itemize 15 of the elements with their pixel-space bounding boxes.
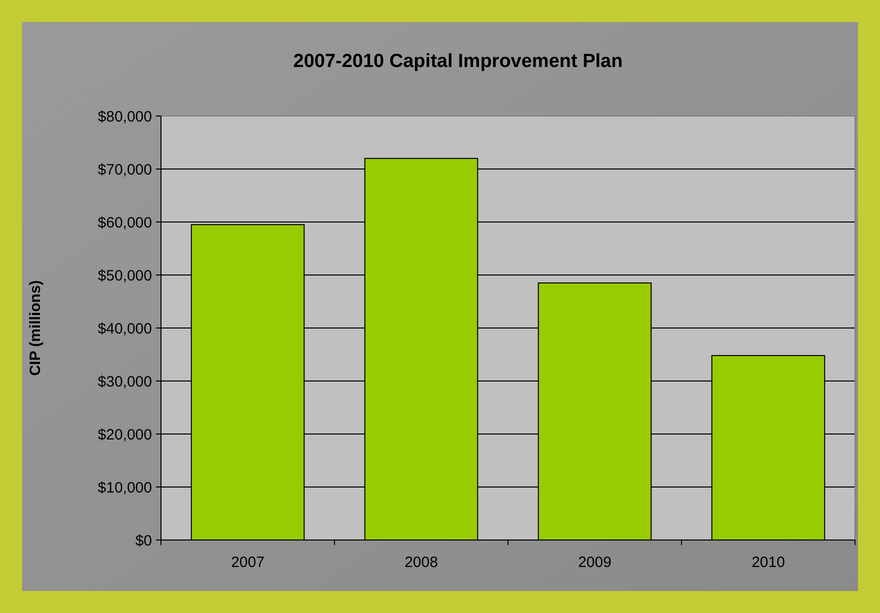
y-tick-label: $70,000	[98, 161, 152, 178]
y-tick-label: $60,000	[98, 214, 152, 232]
x-tick-label: 2009	[578, 554, 612, 571]
x-tick-label: 2007	[231, 554, 264, 571]
y-tick-label: $10,000	[98, 479, 152, 496]
y-tick-label: $50,000	[98, 267, 152, 284]
y-tick-label: $20,000	[98, 426, 152, 444]
x-tick-label: 2010	[752, 554, 785, 571]
y-tick-label: $40,000	[98, 320, 152, 338]
y-tick-label: $30,000	[98, 373, 152, 390]
y-tick-label: $80,000	[98, 108, 152, 126]
y-tick-label: $0	[135, 532, 152, 550]
x-tick-label: 2008	[404, 554, 438, 571]
chart-title: 2007-2010 Capital Improvement Plan	[293, 51, 623, 72]
y-axis-title: CIP (millions)	[27, 280, 44, 376]
